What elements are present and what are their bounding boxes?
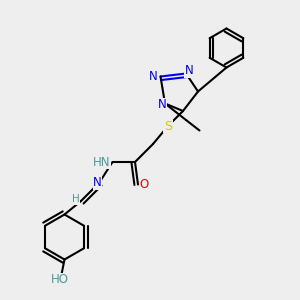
Text: HN: HN [93, 155, 110, 169]
Text: N: N [184, 64, 194, 77]
Text: H: H [72, 194, 80, 205]
Text: O: O [140, 178, 148, 191]
Text: N: N [158, 98, 166, 112]
Text: S: S [164, 119, 172, 133]
Text: HO: HO [51, 273, 69, 286]
Text: N: N [148, 70, 158, 83]
Text: N: N [93, 176, 102, 190]
